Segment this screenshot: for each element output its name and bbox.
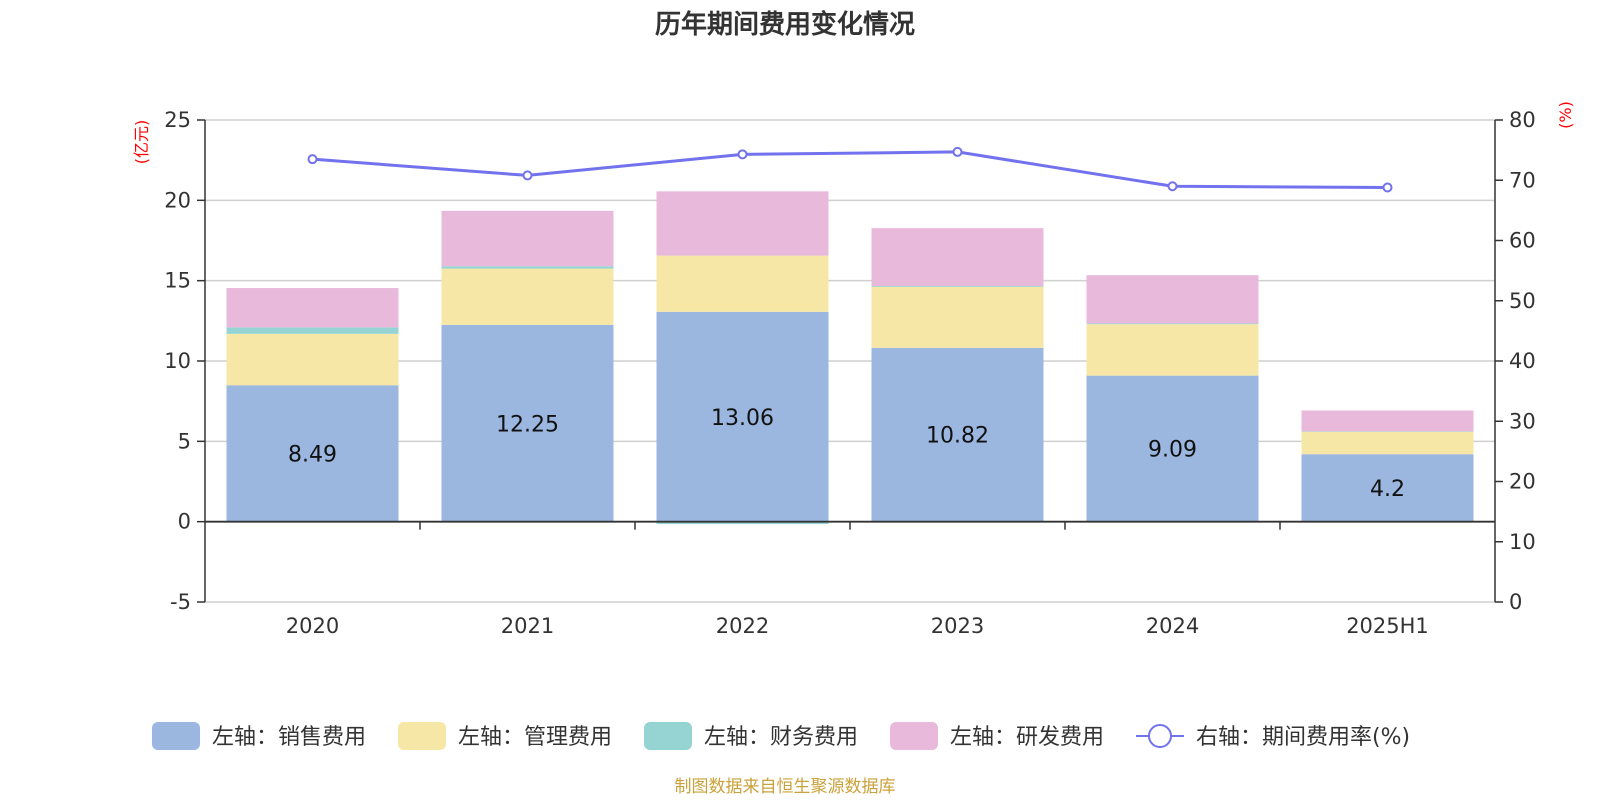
bar-3-2020 [226, 327, 399, 334]
data-labels: 8.49 12.25 13.06 10.82 9.09 4.2 [288, 406, 1405, 502]
bar-3-2021 [441, 266, 614, 269]
left-tick-label: 0 [178, 510, 191, 534]
right-tick-label: 0 [1509, 590, 1522, 614]
data-label: 13.06 [711, 406, 774, 431]
bar-4-2022 [656, 191, 829, 256]
left-axis-unit: (亿元) [132, 120, 151, 165]
legend-swatch-4 [890, 722, 938, 750]
x-tick-label: 2020 [286, 614, 339, 638]
right-axis-unit: (%) [1556, 101, 1575, 129]
x-tick-label: 2021 [501, 614, 554, 638]
left-tick-label: -5 [170, 590, 191, 614]
left-tick-label: 25 [164, 108, 191, 132]
data-label: 9.09 [1148, 438, 1197, 463]
source-note: 制图数据来自恒生聚源数据库 [675, 777, 896, 797]
bar-1-2025H1 [1301, 454, 1474, 522]
data-label: 8.49 [288, 442, 337, 467]
bar-1-2024 [1086, 375, 1259, 522]
right-tick-label: 40 [1509, 349, 1536, 373]
bar-3-2022 [656, 521, 829, 525]
legend-circle-marker [1148, 724, 1172, 748]
legend: 左轴：销售费用 左轴：管理费用 左轴：财务费用 左轴：研发费用 右轴：期间费用率(%) [152, 722, 1410, 750]
bar-3-2025H1 [1301, 431, 1474, 432]
legend-swatch-3 [644, 722, 692, 750]
chart-title: 历年期间费用变化情况 [655, 9, 915, 40]
bar-1-2020 [226, 385, 399, 522]
left-tick-label: 20 [164, 188, 191, 212]
bar-3-2024 [1086, 323, 1259, 325]
left-tick-label: 10 [164, 349, 191, 373]
bar-2-2024 [1086, 324, 1259, 376]
x-tick-label: 2023 [931, 614, 984, 638]
legend-swatch-2 [398, 722, 446, 750]
bar-4-2023 [871, 228, 1044, 286]
x-tick-label: 2025H1 [1346, 614, 1429, 638]
axes: -5 0 5 10 15 20 25 0 10 20 30 40 50 60 70 80 2020 2021 202… [164, 108, 1535, 638]
legend-label-3: 左轴：财务费用 [704, 725, 858, 750]
bar-series [226, 191, 1474, 525]
right-tick-label: 20 [1509, 470, 1536, 494]
bar-4-2025H1 [1301, 410, 1474, 432]
bar-2-2021 [441, 268, 614, 325]
bar-1-2023 [871, 347, 1044, 522]
bar-3-2023 [871, 285, 1044, 287]
right-tick-label: 30 [1509, 409, 1536, 433]
rate-point [737, 149, 748, 160]
x-tick-label: 2022 [716, 614, 769, 638]
bar-2-2023 [871, 286, 1044, 348]
right-tick-label: 70 [1509, 168, 1536, 192]
right-tick-label: 80 [1509, 108, 1536, 132]
legend-label-2: 左轴：管理费用 [458, 725, 612, 750]
data-label: 12.25 [496, 412, 559, 437]
rate-point [1167, 181, 1178, 192]
right-tick-label: 50 [1509, 289, 1536, 313]
left-tick-label: 15 [164, 269, 191, 293]
right-tick-label: 10 [1509, 530, 1536, 554]
data-label: 10.82 [926, 424, 989, 449]
x-tick-label: 2024 [1146, 614, 1199, 638]
bar-4-2021 [441, 210, 614, 267]
rate-line-series [307, 146, 1393, 193]
bar-1-2022 [656, 311, 829, 522]
legend-label-1: 左轴：销售费用 [212, 725, 366, 750]
rate-point [522, 170, 533, 181]
legend-label-5: 右轴：期间费用率(%) [1196, 725, 1410, 750]
bar-2-2025H1 [1301, 431, 1474, 455]
legend-swatch-1 [152, 722, 200, 750]
bar-2-2022 [656, 255, 829, 312]
data-label: 4.2 [1370, 477, 1405, 502]
rate-point [952, 146, 963, 157]
rate-point [307, 154, 318, 165]
bar-1-2021 [441, 324, 614, 522]
legend-label-4: 左轴：研发费用 [950, 725, 1104, 750]
bar-2-2020 [226, 333, 399, 386]
bar-4-2020 [226, 288, 399, 328]
left-tick-label: 5 [178, 429, 191, 453]
right-tick-label: 60 [1509, 229, 1536, 253]
rate-point [1382, 182, 1393, 193]
rate-line [312, 150, 1388, 189]
bar-4-2024 [1086, 275, 1259, 324]
